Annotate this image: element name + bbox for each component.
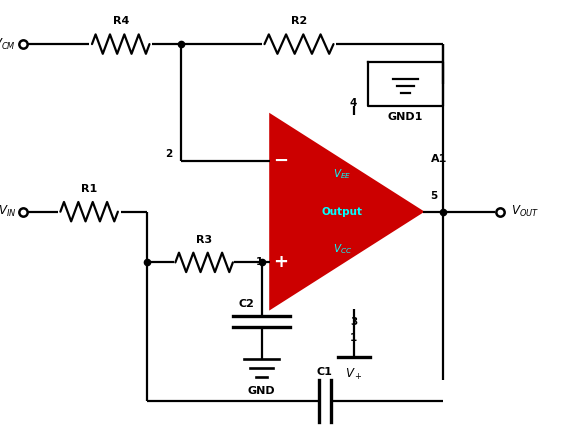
Text: −: − (273, 152, 288, 170)
Text: 4: 4 (350, 98, 357, 108)
Text: 2: 2 (165, 149, 172, 159)
Text: $V_{OUT}$: $V_{OUT}$ (511, 204, 539, 219)
Text: $V_{EE}$: $V_{EE}$ (333, 167, 351, 181)
Text: R3: R3 (196, 235, 212, 245)
Text: GND: GND (248, 386, 275, 396)
Text: 1: 1 (256, 258, 263, 267)
Text: +: + (273, 254, 288, 271)
Text: C1: C1 (317, 367, 333, 377)
Text: 1: 1 (350, 333, 357, 343)
Text: $V_{CM}$: $V_{CM}$ (0, 37, 16, 52)
Text: GND1: GND1 (388, 112, 423, 123)
Text: $V_{CC}$: $V_{CC}$ (332, 242, 352, 256)
Text: C2: C2 (239, 299, 255, 309)
Text: Output: Output (321, 207, 363, 217)
Text: A1: A1 (431, 154, 447, 164)
Text: R2: R2 (291, 16, 307, 26)
Text: $V_{IN}$: $V_{IN}$ (0, 204, 16, 219)
Text: $V_+$: $V_+$ (345, 367, 362, 382)
Text: R4: R4 (113, 16, 129, 26)
Text: 5: 5 (431, 191, 438, 201)
Polygon shape (270, 115, 423, 309)
Text: 3: 3 (350, 317, 357, 327)
Text: R1: R1 (81, 184, 97, 194)
